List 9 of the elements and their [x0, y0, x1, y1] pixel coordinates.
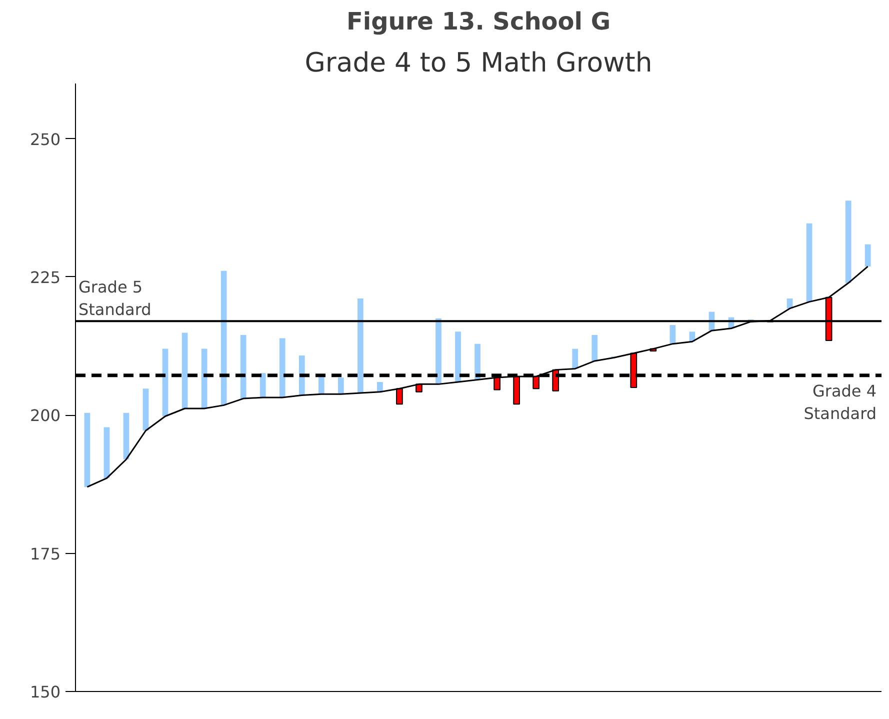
y-tick-label: 225 — [30, 268, 61, 287]
ref-line-label: Grade 4 Standard — [804, 381, 877, 424]
ref-line-label: Grade 5 Standard — [78, 277, 152, 320]
y-tick-label: 250 — [30, 130, 61, 149]
chart-title: Figure 13. School G — [346, 8, 611, 36]
y-tick-label: 175 — [30, 544, 61, 564]
y-tick-label: 200 — [30, 406, 61, 426]
y-tick-label: 150 — [30, 682, 61, 702]
chart-subtitle: Grade 4 to 5 Math Growth — [304, 48, 652, 78]
